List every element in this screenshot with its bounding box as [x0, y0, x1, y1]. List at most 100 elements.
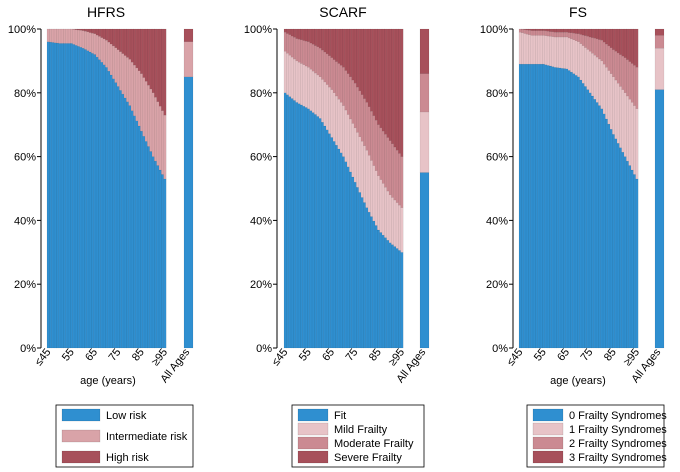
bar-segment — [77, 29, 80, 47]
bar-segment — [535, 30, 538, 36]
bar-segment — [544, 28, 548, 32]
bar-segment — [563, 28, 566, 33]
bar-segment — [588, 28, 592, 38]
bar-segment — [56, 28, 59, 44]
bar-segment — [584, 28, 587, 36]
bar-segment — [332, 141, 336, 349]
bar-segment — [558, 32, 562, 38]
bar-segment — [567, 32, 571, 39]
bar-segment — [567, 28, 571, 33]
all-ages-bar-segment — [183, 76, 194, 349]
bar-segment — [295, 102, 299, 349]
bar-segment — [74, 29, 78, 46]
bar-segment — [560, 36, 564, 69]
bar-segment — [546, 28, 550, 32]
legend: Fit Mild Frailty Moderate Frailty Severe Fr… — [291, 404, 425, 468]
bar-segment — [344, 70, 348, 111]
x-tick-label: 75 — [579, 346, 596, 363]
bar-segment — [393, 199, 397, 247]
bar-segment — [605, 118, 608, 349]
bar-segment — [142, 77, 146, 137]
bar-segment — [560, 28, 564, 33]
bar-segment — [553, 67, 557, 349]
bar-segment — [161, 174, 164, 349]
x-tick-label: ≥95 — [149, 346, 170, 368]
bar-segment — [302, 106, 306, 349]
bar-segment — [523, 33, 527, 65]
bar-segment — [318, 76, 322, 119]
legend-swatch — [297, 436, 329, 450]
x-axis-ticks: ≤45 55 65 75 85 ≥95 — [505, 346, 642, 368]
bar-segment — [114, 47, 118, 83]
bar-segment — [565, 36, 569, 70]
bar-segment — [377, 229, 380, 349]
bar-segment — [105, 67, 108, 349]
bar-segment — [593, 38, 597, 56]
bar-segment — [532, 30, 536, 36]
bar-segment — [288, 96, 292, 349]
bar-segment — [584, 47, 587, 87]
bar-segment — [144, 81, 148, 142]
bar-segment — [98, 59, 101, 349]
bar-segment — [630, 63, 634, 103]
bar-segment — [372, 115, 376, 166]
bar-segment — [100, 28, 104, 38]
bar-segment — [367, 211, 371, 349]
bar-segment — [586, 36, 590, 50]
bar-segment — [311, 28, 315, 45]
bar-segment — [135, 120, 139, 349]
bar-segment — [539, 30, 543, 36]
bar-segment — [316, 116, 320, 349]
legend-swatch — [532, 450, 564, 464]
bar-segment — [381, 234, 385, 349]
bar-segment — [591, 37, 594, 54]
bar-segment — [304, 40, 308, 67]
bar-segment — [330, 137, 334, 349]
bar-segment — [619, 147, 622, 349]
bar-segment — [363, 145, 366, 203]
bar-segment — [344, 28, 348, 71]
bar-segment — [290, 56, 294, 99]
bar-segment — [88, 51, 92, 349]
bar-segment — [379, 179, 383, 233]
bar-segment — [51, 42, 55, 349]
bar-segment — [607, 45, 611, 71]
y-tick-label: 20% — [486, 279, 508, 291]
bar-segment — [525, 33, 529, 65]
bar-segment — [567, 70, 571, 349]
x-axis-label: age (years) — [80, 375, 136, 387]
bar-segment — [290, 98, 294, 349]
bar-segment — [553, 36, 557, 68]
bar-segment — [149, 151, 153, 349]
bar-segment — [563, 36, 566, 69]
bar-segment — [86, 50, 90, 349]
bar-segment — [633, 105, 636, 175]
bar-segment — [551, 28, 555, 33]
bar-segment — [58, 43, 62, 349]
bar-segment — [297, 28, 301, 40]
bar-segment — [337, 63, 341, 100]
bar-segment — [635, 108, 639, 180]
bar-segment — [300, 28, 303, 41]
bar-segment — [149, 28, 153, 90]
bar-segment — [79, 28, 83, 31]
bar-segment — [77, 46, 80, 349]
legend-swatch — [61, 408, 101, 422]
bar-segment — [370, 216, 373, 349]
y-tick-label: 100% — [8, 24, 36, 36]
bar-segment — [588, 92, 592, 349]
bar-segment — [384, 134, 387, 188]
bar-segment — [321, 122, 324, 349]
bar-segment — [570, 32, 573, 40]
bar-segment — [558, 36, 562, 69]
y-tick-label: 80% — [486, 88, 508, 100]
bar-segment — [74, 28, 78, 30]
bar-segment — [365, 207, 369, 349]
bar-segment — [556, 28, 559, 33]
bar-segment — [360, 141, 364, 198]
bar-segment — [288, 28, 292, 35]
bar-segment — [549, 65, 552, 349]
bar-segment — [602, 63, 606, 114]
bar-segment — [363, 98, 366, 146]
bar-segment — [607, 123, 611, 349]
